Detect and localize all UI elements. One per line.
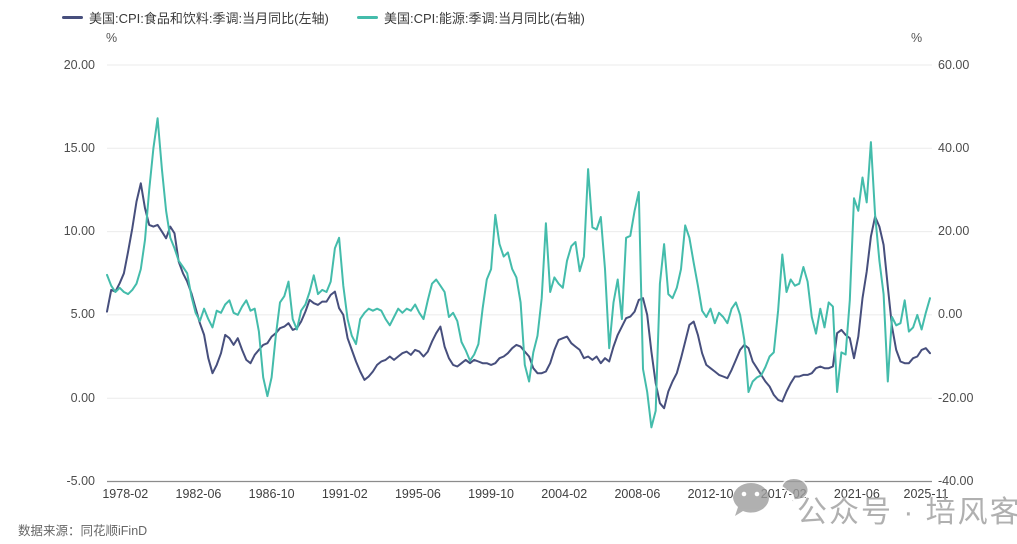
left-axis-tick: -5.00	[66, 474, 96, 488]
legend-label: 美国:CPI:食品和饮料:季调:当月同比(左轴)	[89, 10, 329, 26]
right-axis-tick: 60.00	[938, 57, 970, 72]
legend-swatch	[357, 15, 378, 19]
legend-label: 美国:CPI:能源:季调:当月同比(右轴)	[384, 10, 585, 26]
x-axis-tick: 1986-10	[248, 487, 295, 501]
left-axis-tick: 5.00	[70, 307, 95, 322]
x-axis-tick: 2025-11	[903, 487, 949, 501]
right-axis-unit: %	[911, 31, 923, 45]
x-axis-tick: 2008-06	[614, 487, 661, 501]
left-axis-tick: 0.00	[70, 390, 95, 405]
legend-item-food-cpi[interactable]: 美国:CPI:食品和饮料:季调:当月同比(左轴)	[62, 8, 329, 26]
right-axis-tick: -20.00	[938, 390, 974, 405]
right-axis-tick: 20.00	[938, 224, 970, 239]
x-axis-tick: 2012-10	[687, 487, 734, 501]
x-axis-tick: 2021-06	[833, 487, 880, 501]
x-axis-tick: 1978-02	[102, 487, 149, 501]
left-axis-unit: %	[106, 31, 118, 45]
right-axis-tick: 40.00	[938, 140, 970, 155]
food-cpi-line	[106, 182, 931, 410]
x-axis-tick: 1999-10	[468, 487, 514, 501]
right-axis-tick: 0.00	[938, 307, 963, 322]
x-axis-tick: 1995-06	[394, 487, 441, 501]
left-axis-tick: 20.00	[63, 57, 95, 72]
watermark-text: 公众号 · 培风客	[797, 496, 1017, 529]
wechat-icon	[733, 477, 810, 516]
left-axis-tick: 15.00	[63, 140, 95, 155]
x-axis-tick: 2004-02	[541, 487, 588, 501]
right-axis-tick: -40.00	[938, 474, 974, 488]
gridlines	[107, 64, 932, 483]
energy-cpi-line	[106, 117, 931, 429]
x-axis-tick: 1991-02	[321, 487, 368, 501]
legend-swatch	[62, 15, 83, 19]
left-axis-tick: 10.00	[63, 224, 95, 239]
data-source-label: 数据来源：同花顺iFinD	[18, 524, 148, 538]
x-axis-tick: 1982-06	[175, 487, 222, 501]
legend-item-energy-cpi[interactable]: 美国:CPI:能源:季调:当月同比(右轴)	[357, 8, 585, 26]
